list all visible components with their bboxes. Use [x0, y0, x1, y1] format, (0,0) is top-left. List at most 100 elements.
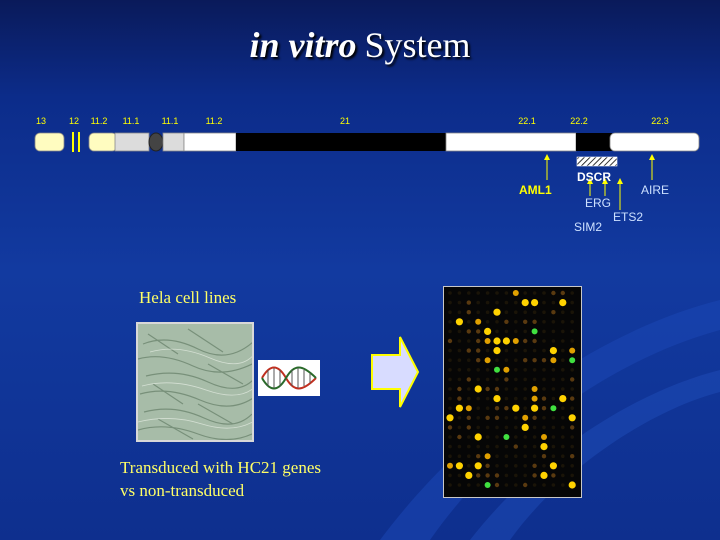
array-spot: [474, 385, 482, 393]
array-spot: [448, 329, 452, 334]
array-spot: [514, 300, 518, 305]
array-spot: [485, 368, 490, 372]
band-label: 22.1: [518, 116, 536, 126]
array-spot: [467, 454, 471, 458]
array-spot: [523, 482, 528, 488]
array-spot: [559, 395, 567, 403]
array-spot: [485, 415, 490, 420]
array-spot: [551, 416, 556, 420]
array-spot: [551, 425, 556, 430]
gene-sim2: SIM2: [574, 220, 602, 234]
array-spot: [476, 473, 481, 478]
array-spot: [457, 434, 462, 440]
band-11.2-q: [183, 132, 237, 152]
array-spot: [523, 464, 527, 468]
array-spot: [570, 310, 574, 314]
array-spot: [495, 425, 499, 430]
gene-ets2: ETS2: [613, 210, 643, 224]
array-spot: [485, 435, 490, 439]
array-spot: [504, 329, 509, 334]
array-spot: [570, 291, 574, 295]
array-spot: [514, 368, 518, 372]
array-spot: [495, 320, 499, 324]
array-spot: [514, 310, 518, 314]
array-spot: [495, 444, 499, 449]
array-spot: [485, 396, 490, 401]
array-spot: [532, 463, 537, 468]
array-spot: [476, 377, 480, 382]
caption-line-1: Transduced with HC21 genes: [120, 458, 321, 477]
band-label: 13: [36, 116, 46, 126]
array-spot: [542, 368, 546, 372]
array-spot: [551, 300, 556, 305]
band-11.2-p: [88, 132, 118, 152]
array-spot: [532, 310, 537, 314]
array-spot: [570, 444, 574, 449]
array-spot: [466, 415, 471, 420]
array-spot: [570, 473, 574, 478]
array-spot: [494, 406, 500, 411]
array-spot: [523, 329, 527, 334]
band-11.1-p: [114, 132, 150, 152]
array-spot: [541, 396, 547, 401]
array-spot: [495, 435, 499, 439]
array-spot: [514, 454, 518, 458]
array-spot: [457, 348, 462, 353]
array-spot: [569, 357, 576, 364]
array-spot: [561, 483, 565, 487]
array-spot: [570, 425, 575, 430]
array-spot: [514, 396, 518, 401]
array-spot: [561, 406, 565, 410]
array-spot: [570, 339, 574, 343]
array-spot: [549, 462, 557, 470]
band-22.2: [576, 133, 612, 151]
title-italic: in vitro: [249, 25, 357, 65]
array-spot: [448, 444, 452, 449]
chromosome-21-ideogram: 13 12 11.2 11.1 11.1 11.2 21 22.1 22.2 2…: [34, 116, 700, 234]
array-spot: [504, 444, 509, 449]
array-spot: [467, 320, 471, 324]
array-spot: [551, 454, 556, 458]
transduction-caption: Transduced with HC21 genes vs non-transd…: [120, 456, 321, 502]
array-spot: [532, 415, 537, 420]
array-spot: [455, 462, 463, 470]
title-rest: System: [364, 25, 471, 65]
array-spot: [542, 300, 546, 305]
array-spot: [551, 435, 556, 439]
array-spot: [448, 300, 452, 305]
array-spot: [467, 358, 471, 362]
band-13: [34, 132, 65, 152]
array-spot: [448, 377, 452, 382]
array-spot: [523, 348, 527, 353]
array-spot: [541, 454, 547, 459]
array-spot: [523, 338, 528, 344]
array-spot: [561, 329, 565, 334]
array-spot: [467, 435, 471, 439]
array-spot: [514, 377, 518, 382]
array-spot: [476, 444, 480, 449]
band-label: 22.3: [651, 116, 669, 126]
array-spot: [523, 396, 527, 401]
band-label: 11.1: [123, 116, 140, 126]
array-spot: [532, 483, 537, 487]
array-spot: [457, 396, 462, 401]
band-21: [236, 133, 446, 151]
array-spot: [514, 473, 518, 478]
array-spot: [532, 473, 537, 478]
array-spot: [521, 299, 529, 307]
array-spot: [570, 396, 575, 401]
array-spot: [568, 414, 576, 422]
array-spot: [484, 357, 491, 364]
array-spot: [466, 300, 471, 305]
array-spot: [495, 329, 499, 334]
array-spot: [466, 377, 471, 382]
array-spot: [484, 327, 492, 335]
array-spot: [523, 406, 527, 410]
array-spot: [448, 368, 452, 372]
array-spot: [465, 405, 472, 412]
array-spot: [448, 358, 452, 362]
right-arrow-icon: [371, 336, 420, 408]
array-spot: [457, 377, 462, 382]
array-spot: [514, 435, 518, 439]
array-spot: [542, 310, 546, 314]
